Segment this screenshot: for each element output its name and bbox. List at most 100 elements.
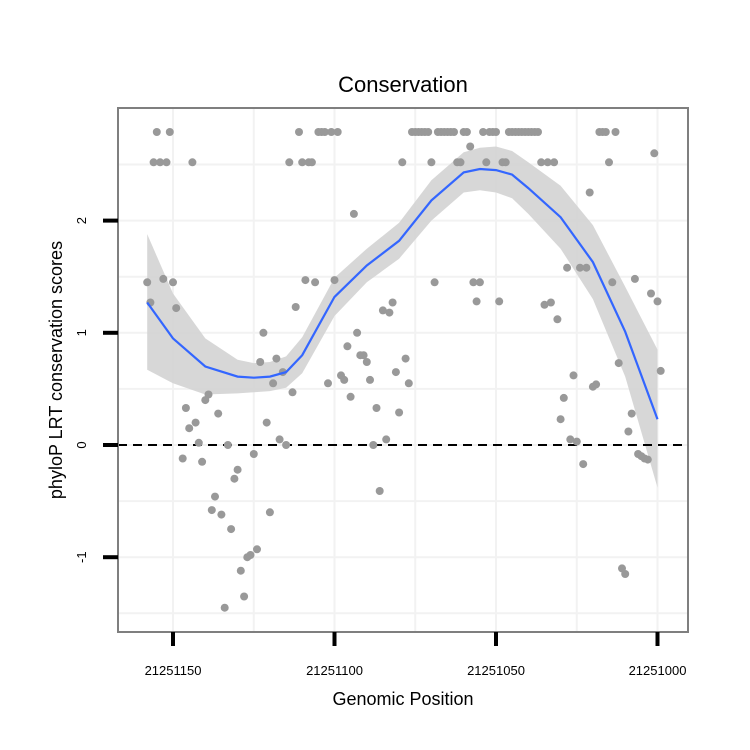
data-point <box>346 392 355 401</box>
x-axis: 21251150 21251100 21251050 21251000 <box>145 632 687 678</box>
data-point <box>256 358 265 366</box>
panel-border <box>117 107 689 633</box>
data-point <box>369 441 378 449</box>
data-point <box>540 300 549 309</box>
data-point <box>475 278 484 287</box>
y-tick-label: -1 <box>74 551 89 563</box>
chart-title: Conservation <box>338 72 468 97</box>
data-point <box>647 289 655 298</box>
data-point <box>340 375 349 384</box>
x-tick-label: 21251000 <box>629 663 687 678</box>
data-point <box>495 297 504 306</box>
data-point <box>569 371 578 380</box>
smooth-line <box>146 167 659 420</box>
data-point <box>246 551 255 559</box>
data-point <box>378 306 387 315</box>
data-point <box>563 263 572 272</box>
data-point <box>585 188 594 197</box>
data-point <box>220 603 229 612</box>
data-point <box>579 460 588 469</box>
data-point <box>227 525 236 534</box>
data-point <box>653 297 662 306</box>
data-point <box>572 437 581 446</box>
data-point <box>404 379 413 388</box>
data-point <box>366 375 374 384</box>
data-point <box>343 342 352 351</box>
data-point <box>456 158 465 167</box>
data-point <box>362 358 371 366</box>
data-point <box>265 508 274 517</box>
data-point <box>320 128 329 136</box>
x-tick-label: 21251150 <box>145 663 202 678</box>
data-point <box>311 278 320 287</box>
data-point <box>627 409 636 418</box>
data-point <box>198 457 207 466</box>
data-point <box>543 158 552 167</box>
data-point <box>601 128 610 136</box>
data-point <box>614 359 623 368</box>
data-point <box>479 128 488 136</box>
data-point <box>178 454 187 463</box>
data-point <box>275 435 284 444</box>
data-point <box>211 492 219 501</box>
data-point <box>450 128 458 136</box>
data-point <box>469 278 478 287</box>
data-point <box>162 158 171 167</box>
data-point <box>534 128 542 136</box>
data-point <box>233 465 242 474</box>
data-point <box>327 128 336 136</box>
data-point <box>546 298 555 307</box>
data-point <box>656 366 665 375</box>
data-point <box>272 354 281 363</box>
data-point <box>556 415 565 424</box>
y-tick-label: 2 <box>74 217 89 224</box>
data-point <box>172 304 181 313</box>
data-point <box>185 424 194 433</box>
y-tick-label: 1 <box>74 329 89 336</box>
confidence-band <box>147 146 658 488</box>
data-points <box>143 128 665 612</box>
data-point <box>333 128 342 136</box>
data-point <box>395 408 404 417</box>
data-point <box>240 592 249 601</box>
y-tick-label: 0 <box>74 441 89 448</box>
data-point <box>472 297 481 306</box>
data-point <box>592 380 601 389</box>
data-point <box>391 368 400 377</box>
data-point <box>582 263 591 272</box>
data-point <box>353 328 362 337</box>
data-point <box>382 435 391 444</box>
data-point <box>324 379 332 388</box>
data-point <box>253 545 261 554</box>
data-point <box>262 418 271 427</box>
data-point <box>191 418 200 427</box>
smooth-fit-line <box>146 167 659 420</box>
data-point <box>427 158 436 167</box>
x-tick-label: 21251100 <box>306 663 363 678</box>
data-point <box>214 409 223 418</box>
data-point <box>301 276 310 285</box>
data-point <box>398 158 407 167</box>
data-point <box>223 441 232 449</box>
data-point <box>492 128 500 136</box>
data-point <box>285 158 294 167</box>
data-point <box>605 158 613 167</box>
data-point <box>152 128 161 136</box>
data-point <box>269 379 278 388</box>
data-point <box>330 276 339 285</box>
data-point <box>349 209 358 218</box>
data-point <box>559 393 568 402</box>
data-point <box>207 506 216 515</box>
data-point <box>630 274 639 283</box>
data-point <box>188 158 197 167</box>
data-point <box>401 354 410 363</box>
y-axis-title: phyloP LRT conservation scores <box>46 241 66 499</box>
data-point <box>624 427 633 436</box>
data-point <box>181 404 190 412</box>
data-point <box>550 158 559 167</box>
data-point <box>385 308 394 317</box>
y-axis: -1 0 1 2 <box>74 217 118 563</box>
data-point <box>288 388 297 397</box>
data-point <box>295 128 303 136</box>
